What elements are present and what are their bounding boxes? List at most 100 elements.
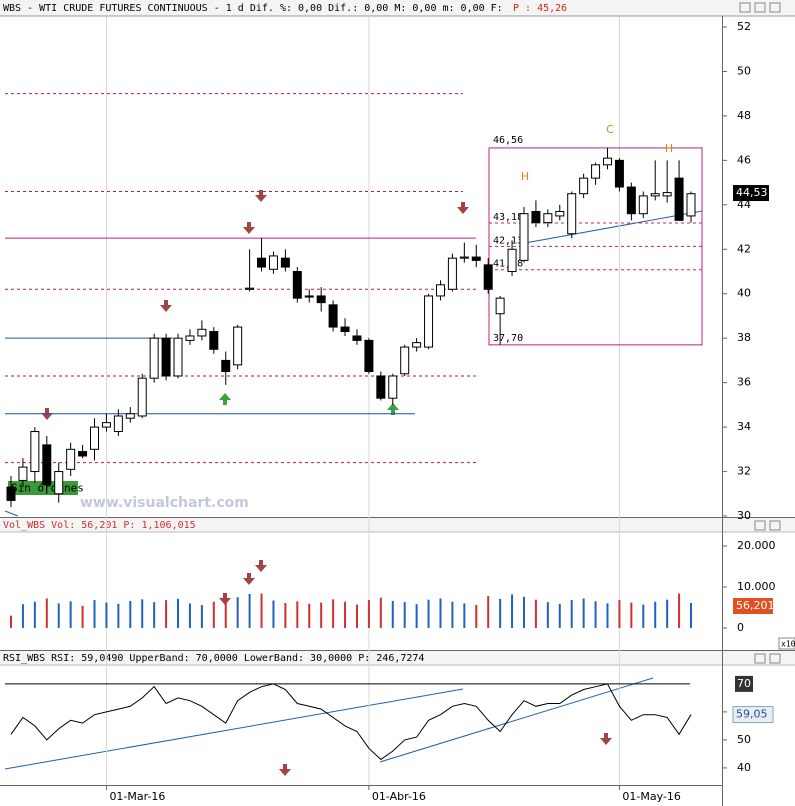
candle-body (543, 213, 553, 224)
candle-body (316, 295, 326, 304)
candle-body (125, 413, 135, 419)
volume-bar (21, 604, 24, 628)
candle-body (54, 471, 64, 495)
volume-bar (690, 602, 693, 628)
candle-body (268, 255, 278, 270)
volume-bar (93, 600, 96, 628)
candle-body (233, 326, 243, 366)
button[interactable] (754, 653, 766, 664)
y-tick-label: 48 (737, 109, 751, 122)
volume-bar (451, 601, 454, 628)
button[interactable] (769, 520, 781, 531)
button[interactable] (769, 653, 781, 664)
candle-body (197, 328, 207, 337)
volume-bar (344, 601, 347, 628)
volume-bar (177, 598, 180, 628)
candle-body (137, 377, 147, 417)
volume-bar (332, 599, 335, 628)
price-title: WBS - WTI CRUDE FUTURES CONTINUOUS - 1 d… (3, 3, 503, 14)
last-price-label: 44,53 (736, 186, 768, 199)
y-tick-label: 40 (737, 287, 751, 300)
candle-body (376, 375, 386, 399)
y-tick-label: 32 (737, 465, 751, 478)
candle-body (674, 177, 684, 221)
volume-bar (379, 597, 382, 628)
button[interactable] (754, 2, 766, 13)
button[interactable] (769, 2, 781, 13)
volume-bar (248, 593, 251, 628)
candle-body (304, 295, 314, 298)
candle-body (531, 210, 541, 224)
box-label: 46,56 (493, 135, 523, 146)
candle-body (591, 164, 601, 179)
candle-body (483, 264, 493, 290)
y-tick-label: 30 (737, 509, 751, 522)
volume-bar (284, 602, 287, 628)
y-tick-label: 0 (737, 621, 744, 634)
y-tick-label: 40 (737, 761, 751, 774)
volume-bar (391, 600, 394, 628)
volume-bar (618, 600, 621, 628)
candle-body (662, 192, 672, 197)
status-text: Sin órdenes (11, 482, 84, 495)
volume-header (0, 518, 795, 532)
volume-bar (487, 596, 490, 628)
y-tick-label: 10.000 (737, 580, 776, 593)
candle-body (686, 193, 696, 217)
candle-body (555, 210, 565, 217)
volume-bar (582, 598, 585, 628)
volume-bar (320, 602, 323, 628)
candle-body (352, 335, 362, 341)
volume-bar (475, 605, 478, 628)
candle-body (42, 444, 52, 486)
candle-body (173, 337, 183, 377)
box-label: 37,70 (493, 333, 523, 344)
x-tick-label: 01-May-16 (622, 790, 680, 803)
volume-bar (296, 601, 299, 628)
volume-bar (81, 605, 84, 628)
candle-body (459, 256, 469, 259)
volume-bar (141, 599, 144, 628)
button[interactable] (754, 520, 766, 531)
x-tick-label: 01-Abr-16 (372, 790, 426, 803)
last-price-box (733, 185, 769, 202)
volume-bar (236, 597, 239, 628)
volume-bar (654, 601, 657, 628)
x-tick-label: 01-Mar-16 (109, 790, 165, 803)
pattern-label: H (521, 170, 529, 183)
volume-title: Vol_WBS Vol: 56,201 P: 1,106,015 (3, 520, 196, 531)
watermark: www.visualchart.com (80, 495, 249, 511)
volume-bar (415, 604, 418, 628)
window-buttons (739, 2, 781, 664)
candle-body (567, 193, 577, 235)
candle-body (90, 426, 100, 450)
candle-body (245, 287, 255, 290)
volume-bar (153, 602, 156, 628)
candle-body (579, 177, 589, 195)
last-volume-box (733, 598, 773, 614)
pattern-label: H (665, 142, 673, 155)
volume-bar (570, 600, 573, 628)
volume-bar (188, 603, 191, 628)
price-header (0, 0, 795, 16)
candle-body (113, 415, 123, 433)
candle-body (185, 335, 195, 341)
volume-bar (367, 600, 370, 628)
candle-body (257, 257, 267, 268)
candle-body (603, 157, 612, 166)
y-tick-label: 46 (737, 153, 751, 166)
candle-body (209, 331, 219, 350)
rsi-last-label: 59,05 (736, 708, 768, 721)
candle-body (66, 448, 76, 470)
volume-bar (499, 598, 502, 628)
button[interactable] (739, 2, 751, 13)
y-tick-label: 50 (737, 64, 751, 77)
candle-body (6, 486, 16, 501)
box-label: 43,18 (493, 212, 523, 223)
y-tick-label: 42 (737, 242, 751, 255)
candle-body (221, 359, 231, 373)
volume-bar (308, 603, 311, 628)
candle-body (626, 186, 636, 215)
